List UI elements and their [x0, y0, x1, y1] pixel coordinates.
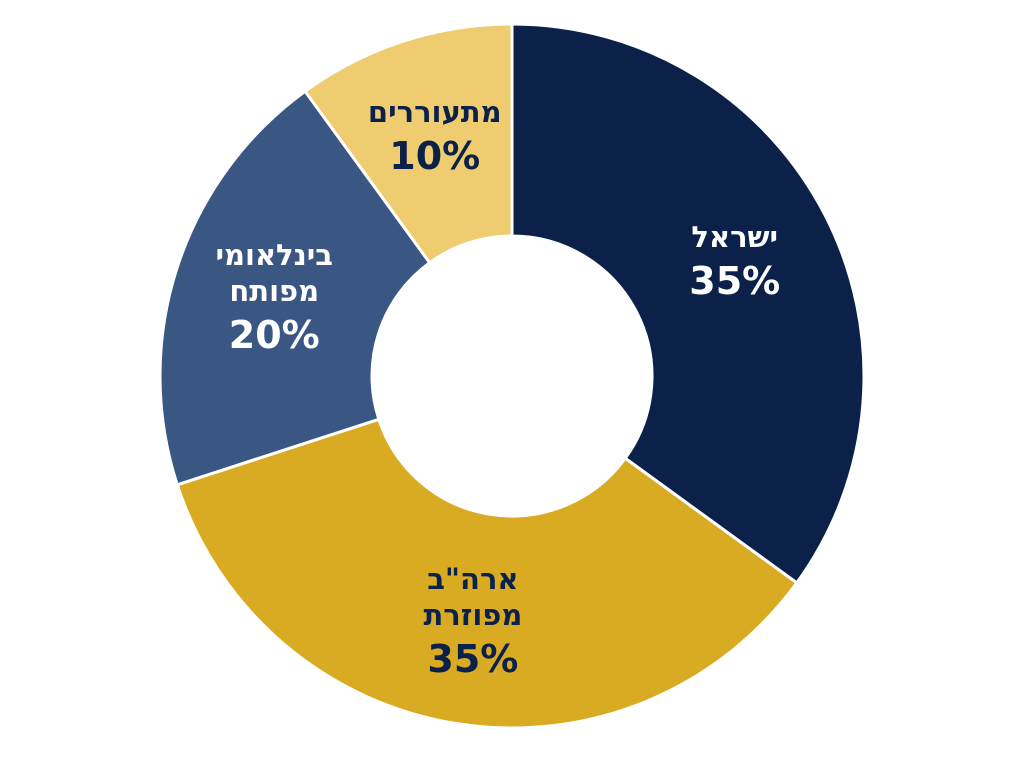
category-label: בינלאומי מפותח: [215, 237, 333, 308]
value-label: 35%: [689, 258, 781, 303]
value-label: 20%: [228, 312, 320, 357]
donut-slice: [303, 22, 514, 265]
category-label: מתעוררים: [367, 95, 502, 130]
slice-label: מתעוררים 10%: [360, 94, 510, 182]
category-label: ישראל: [691, 219, 779, 254]
value-label: 35%: [427, 636, 519, 681]
category-label: ארה"ב מפוזרת: [423, 561, 523, 632]
donut-slice: [175, 417, 799, 730]
slice-label: בינלאומי מפותח 20%: [204, 237, 344, 361]
slice-label: ישראל 35%: [650, 219, 820, 307]
slice-label: ארה"ב מפוזרת 35%: [388, 561, 558, 685]
donut-slice: [510, 22, 866, 585]
donut-slice: [158, 89, 432, 487]
value-label: 10%: [389, 134, 481, 179]
